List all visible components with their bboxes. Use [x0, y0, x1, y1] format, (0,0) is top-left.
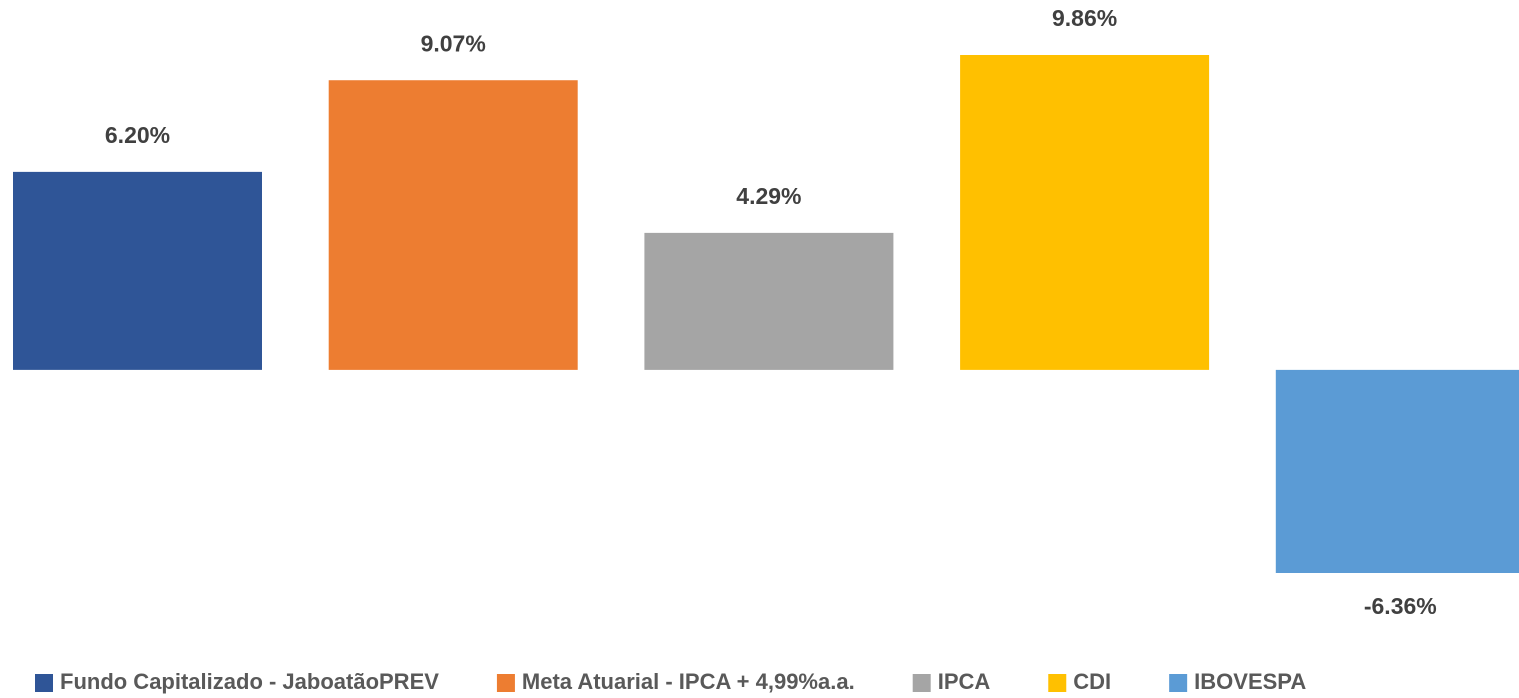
legend-label: IBOVESPA — [1194, 669, 1306, 694]
data-label: 9.07% — [421, 30, 486, 56]
legend-swatch — [1048, 674, 1067, 692]
bar — [328, 80, 578, 370]
bar — [644, 232, 894, 370]
bar — [13, 171, 262, 370]
legend-label: Fundo Capitalizado - JaboatãoPREV — [60, 669, 439, 694]
legend-label: CDI — [1073, 669, 1111, 694]
legend-swatch — [496, 674, 515, 692]
bar — [1275, 369, 1519, 573]
bar — [960, 55, 1210, 370]
data-label: 4.29% — [736, 183, 801, 209]
data-label: -6.36% — [1364, 593, 1437, 619]
legend-swatch — [35, 674, 53, 692]
data-label: 6.20% — [105, 122, 170, 148]
data-label: 9.86% — [1052, 5, 1117, 31]
legend-label: IPCA — [938, 669, 991, 694]
legend-swatch — [912, 674, 931, 692]
legend-swatch — [1169, 674, 1188, 692]
legend-label: Meta Atuarial - IPCA + 4,99%a.a. — [522, 669, 855, 694]
